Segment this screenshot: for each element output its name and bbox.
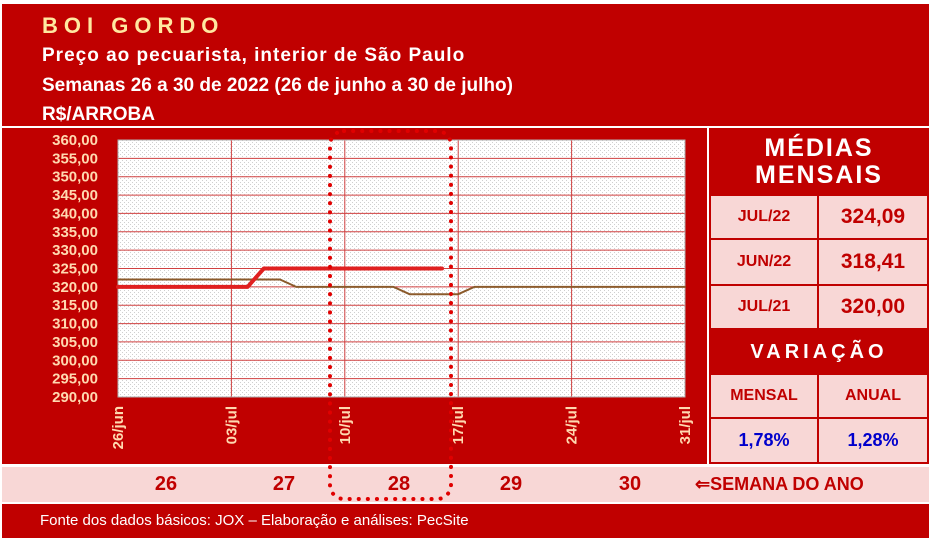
subtitle-period: Semanas 26 a 30 de 2022 (26 de junho a 3… — [42, 75, 513, 96]
x-tick-label: 10/jul — [337, 406, 354, 444]
media-label-2: JUN/22 — [711, 240, 817, 284]
y-tick-label: 345,00 — [52, 187, 98, 204]
y-tick-label: 335,00 — [52, 224, 98, 241]
media-value-3: 320,00 — [819, 286, 927, 328]
y-tick-label: 330,00 — [52, 242, 98, 259]
y-tick-label: 355,00 — [52, 150, 98, 167]
medias-title: MÉDIAS MENSAIS — [711, 130, 927, 194]
source-note: Fonte dos dados básicos: JOX – Elaboraçã… — [40, 512, 469, 529]
medias-title-line1: MÉDIAS — [764, 134, 874, 162]
summary-panel: MÉDIAS MENSAIS JUL/22 324,09 JUN/22 318,… — [709, 128, 929, 464]
week-number-29: 29 — [499, 473, 523, 495]
header-panel: BOI GORDO Preço ao pecuarista, interior … — [2, 4, 929, 126]
arrow-left-icon: ⇐ — [695, 474, 711, 494]
y-tick-label: 315,00 — [52, 297, 98, 314]
medias-title-line2: MENSAIS — [755, 161, 883, 189]
y-tick-label: 290,00 — [52, 389, 98, 406]
week-number-26: 26 — [154, 473, 178, 495]
y-tick-label: 305,00 — [52, 334, 98, 351]
x-tick-label: 24/jul — [564, 406, 581, 444]
week-axis-label: ⇐SEMANA DO ANO — [695, 474, 864, 495]
variacao-anual-label: ANUAL — [819, 375, 927, 417]
chart-panel: 360,00 355,00 350,00 345,00 340,00 335,00 330,… — [2, 128, 707, 464]
x-tick-label: 31/jul — [677, 406, 694, 444]
y-tick-label: 300,00 — [52, 352, 98, 369]
x-tick-label: 17/jul — [450, 406, 467, 444]
week-axis-text: SEMANA DO ANO — [710, 474, 864, 494]
variacao-mensal-label: MENSAL — [711, 375, 817, 417]
subtitle-unit: R$/ARROBA — [42, 104, 155, 125]
week-row: 26 27 28 29 30 ⇐SEMANA DO ANO — [2, 467, 929, 502]
y-tick-label: 295,00 — [52, 371, 98, 388]
week-number-28: 28 — [387, 473, 411, 495]
media-label-1: JUL/22 — [711, 196, 817, 238]
subtitle-product: Preço ao pecuarista, interior de São Pau… — [42, 45, 466, 66]
media-value-1: 324,09 — [819, 196, 927, 238]
y-tick-label: 360,00 — [52, 132, 98, 149]
week-number-30: 30 — [618, 473, 642, 495]
page-title: BOI GORDO — [42, 13, 225, 38]
x-tick-label: 03/jul — [223, 406, 240, 444]
footer: Fonte dos dados básicos: JOX – Elaboraçã… — [2, 504, 929, 538]
variacao-title: VARIAÇÃO — [750, 340, 888, 363]
variacao-anual-value: 1,28% — [819, 419, 927, 462]
variacao-mensal-value: 1,78% — [711, 419, 817, 462]
y-tick-label: 310,00 — [52, 316, 98, 333]
y-tick-label: 350,00 — [52, 169, 98, 186]
y-tick-label: 325,00 — [52, 261, 98, 278]
week-number-27: 27 — [272, 473, 296, 495]
y-tick-label: 340,00 — [52, 205, 98, 222]
y-tick-label: 320,00 — [52, 279, 98, 296]
media-value-2: 318,41 — [819, 240, 927, 284]
media-label-3: JUL/21 — [711, 286, 817, 328]
x-tick-label: 26/jun — [110, 406, 127, 449]
